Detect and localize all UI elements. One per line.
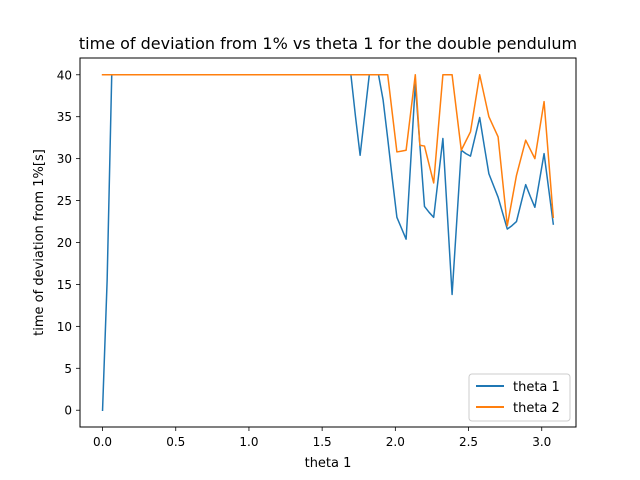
x-tick-label: 2.5 (459, 435, 478, 449)
y-tick-label: 35 (57, 110, 72, 124)
y-tick-label: 5 (64, 362, 72, 376)
plot-area: 0.0 0.5 1.0 1.5 2.0 2.5 3.0 0 5 10 15 20 25 30 35 40 (57, 57, 577, 449)
legend-label-theta-2: theta 2 (513, 401, 560, 416)
x-tick-label: 0.0 (93, 435, 112, 449)
x-tick-label: 3.0 (532, 435, 551, 449)
legend: theta 1 theta 2 (468, 373, 571, 422)
y-tick-label: 25 (57, 194, 72, 208)
y-tick-label: 20 (57, 236, 72, 250)
x-tick-label: 2.0 (386, 435, 405, 449)
series-line-2 (101, 74, 555, 227)
y-tick-label: 15 (57, 278, 72, 292)
x-tick-label: 0.5 (166, 435, 185, 449)
x-axis: 0.0 0.5 1.0 1.5 2.0 2.5 3.0 (93, 427, 551, 449)
y-axis-label: time of deviation from 1%[s] (32, 149, 47, 336)
y-tick-label: 30 (57, 152, 72, 166)
y-tick-label: 0 (64, 404, 72, 418)
y-tick-label: 40 (57, 68, 72, 82)
x-tick-label: 1.0 (239, 435, 258, 449)
y-axis: 0 5 10 15 20 25 30 35 40 (57, 68, 80, 418)
y-tick-label: 10 (57, 320, 72, 334)
series-layer (101, 74, 555, 412)
x-axis-label: theta 1 (305, 456, 352, 471)
x-tick-label: 1.5 (313, 435, 332, 449)
chart-title: time of deviation from 1% vs theta 1 for… (79, 34, 577, 53)
legend-label-theta-1: theta 1 (513, 380, 560, 395)
